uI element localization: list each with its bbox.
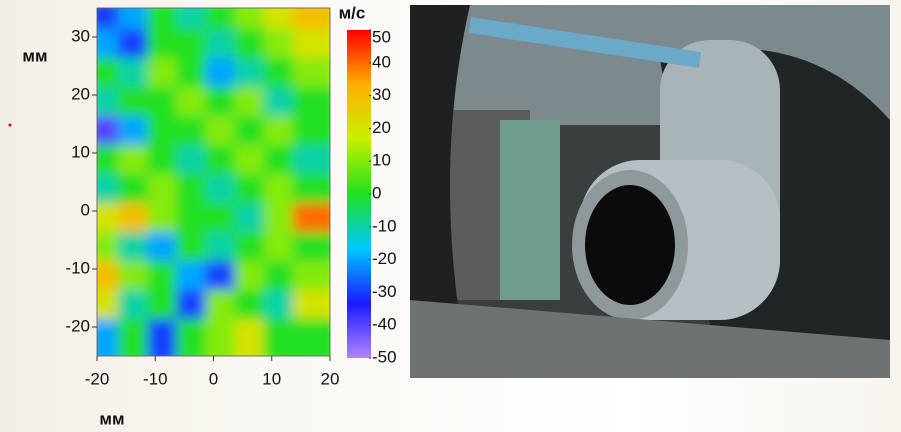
photo	[410, 5, 890, 379]
x-tick-label: 20	[321, 369, 340, 388]
y-tick-label: 30	[71, 26, 90, 45]
colorbar-label: м/с	[339, 3, 366, 22]
colorbar-tick-label: 30	[372, 85, 391, 104]
colorbar	[347, 30, 371, 358]
y-tick-label: 0	[81, 200, 90, 219]
y-tick-label: 20	[71, 84, 90, 103]
x-tick-label: -20	[85, 369, 110, 388]
y-tick-label: -20	[65, 316, 90, 335]
dot	[8, 123, 12, 127]
colorbar-tick-label: -20	[372, 249, 397, 268]
cells	[97, 8, 330, 356]
colorbar-tick-label: 0	[372, 183, 381, 202]
y-tick-label: -10	[65, 258, 90, 277]
x-tick-label: 0	[209, 369, 218, 388]
colorbar-tick-label: -30	[372, 282, 397, 301]
heat-cell	[292, 319, 330, 356]
x-tick-label: -10	[143, 369, 168, 388]
colorbar-tick-label: 40	[372, 52, 391, 71]
colorbar-tick-label: -40	[372, 315, 397, 334]
y-tick-label: 10	[71, 142, 90, 161]
colorbar-tick-label: 50	[372, 27, 391, 46]
colorbar-tick-label: -50	[372, 347, 397, 366]
x-tick-label: 10	[262, 369, 281, 388]
colorbar-tick-label: -10	[372, 216, 397, 235]
colorbar-tick-label: 10	[372, 151, 391, 170]
y-axis-label: мм	[22, 46, 47, 65]
heatmap	[97, 8, 330, 356]
colorbar-tick-label: 20	[372, 118, 391, 137]
x-axis-label: мм	[99, 409, 124, 428]
